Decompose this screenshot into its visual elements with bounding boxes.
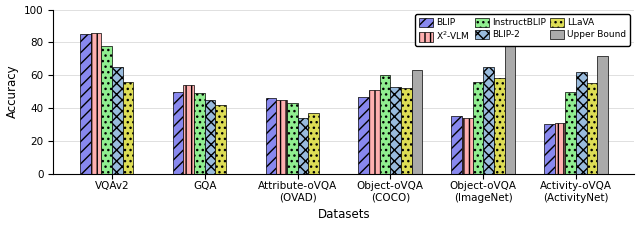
Bar	[565, 92, 576, 174]
Bar	[266, 98, 276, 174]
Bar	[412, 70, 422, 174]
Bar	[544, 124, 555, 174]
Legend: BLIP, X$^2$-VLM, InstructBLIP, BLIP-2, LLaVA, Upper Bound: BLIP, X$^2$-VLM, InstructBLIP, BLIP-2, L…	[415, 14, 630, 46]
Bar	[587, 83, 597, 174]
Bar	[380, 75, 390, 174]
Bar	[90, 32, 101, 174]
Bar	[494, 79, 504, 174]
Bar	[298, 118, 308, 174]
Bar	[390, 87, 401, 174]
Bar	[205, 100, 216, 174]
Bar	[472, 82, 483, 174]
Bar	[80, 34, 90, 174]
Bar	[451, 116, 462, 174]
Bar	[358, 96, 369, 174]
Bar	[462, 118, 472, 174]
Bar	[216, 105, 226, 174]
Bar	[276, 100, 287, 174]
Bar	[483, 67, 494, 174]
Bar	[555, 123, 565, 174]
Bar	[173, 92, 184, 174]
Bar	[112, 67, 123, 174]
Bar	[194, 93, 205, 174]
X-axis label: Datasets: Datasets	[317, 208, 371, 222]
Bar	[576, 72, 587, 174]
Bar	[287, 103, 298, 174]
Bar	[401, 88, 412, 174]
Bar	[101, 46, 112, 174]
Bar	[123, 82, 133, 174]
Y-axis label: Accuracy: Accuracy	[6, 65, 19, 118]
Bar	[504, 39, 515, 174]
Bar	[308, 113, 319, 174]
Bar	[184, 85, 194, 174]
Bar	[369, 90, 380, 174]
Bar	[597, 56, 608, 174]
